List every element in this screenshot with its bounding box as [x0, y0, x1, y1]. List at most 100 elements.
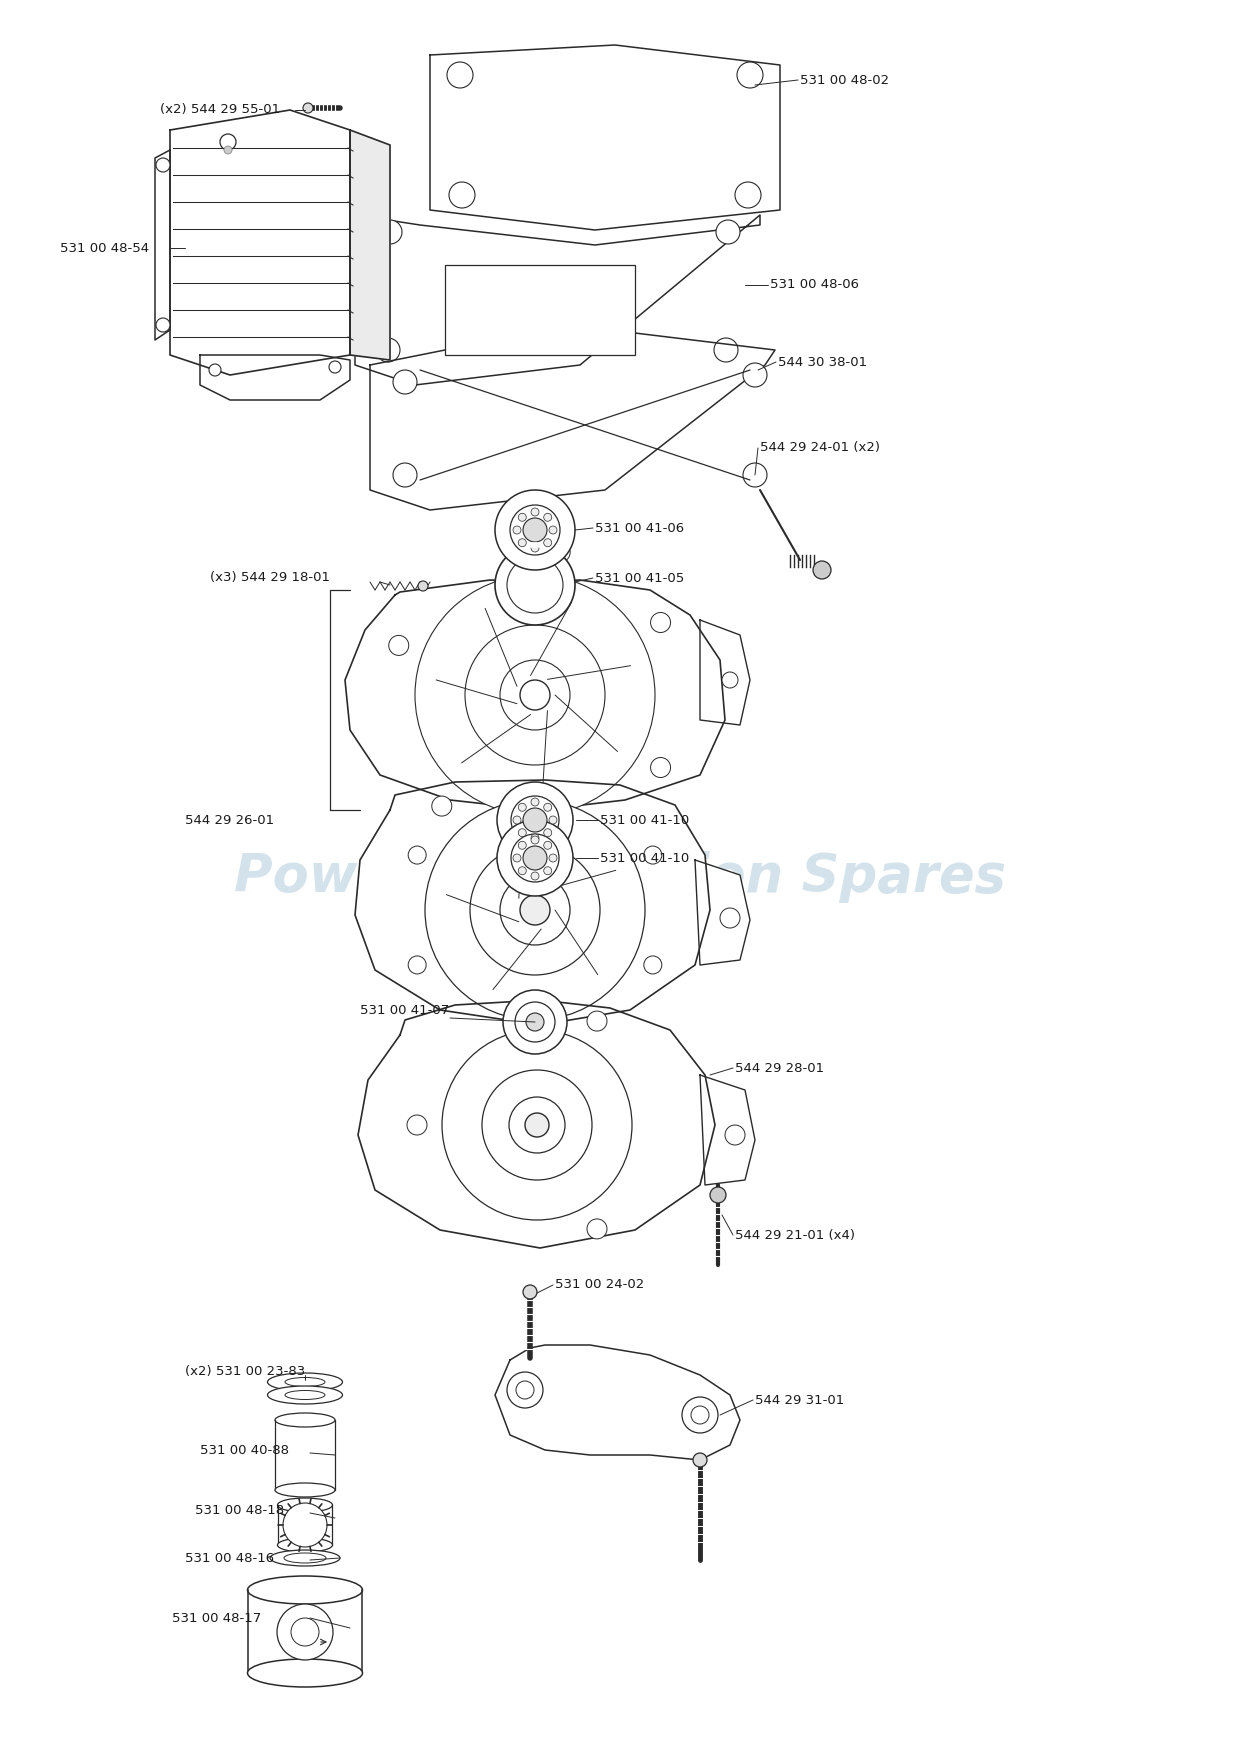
Text: Powered by Vision Spares: Powered by Vision Spares [234, 851, 1006, 903]
Circle shape [441, 1030, 632, 1221]
Circle shape [507, 1372, 543, 1408]
Circle shape [376, 339, 401, 361]
Polygon shape [155, 151, 170, 340]
Circle shape [518, 866, 526, 875]
Circle shape [549, 854, 557, 861]
Circle shape [393, 463, 417, 488]
Circle shape [495, 545, 575, 624]
Text: 531 00 48-18: 531 00 48-18 [195, 1503, 284, 1517]
Circle shape [513, 526, 521, 533]
Text: 531 00 48-02: 531 00 48-02 [800, 74, 889, 86]
Circle shape [508, 1096, 565, 1152]
Circle shape [303, 103, 312, 112]
Circle shape [523, 517, 547, 542]
Circle shape [415, 575, 655, 816]
Circle shape [520, 681, 551, 710]
Circle shape [497, 821, 573, 896]
Ellipse shape [268, 1386, 342, 1403]
Circle shape [711, 1187, 725, 1203]
Circle shape [549, 526, 557, 533]
Text: 531 00 24-02: 531 00 24-02 [556, 1279, 645, 1291]
Circle shape [543, 803, 552, 812]
Circle shape [518, 538, 526, 547]
Circle shape [525, 1114, 549, 1137]
Circle shape [449, 182, 475, 209]
Circle shape [543, 828, 552, 837]
Ellipse shape [285, 1391, 325, 1400]
Ellipse shape [278, 1538, 332, 1552]
Ellipse shape [278, 1498, 332, 1512]
Text: 531 00 41-05: 531 00 41-05 [595, 572, 684, 584]
Polygon shape [701, 619, 750, 724]
Circle shape [219, 133, 236, 151]
Circle shape [210, 365, 221, 375]
Circle shape [644, 956, 662, 973]
Circle shape [543, 514, 552, 521]
Text: 544 29 21-01 (x4): 544 29 21-01 (x4) [735, 1228, 856, 1242]
Circle shape [511, 833, 559, 882]
Text: (x3) 544 29 18-01: (x3) 544 29 18-01 [210, 572, 330, 584]
Circle shape [531, 544, 539, 553]
Text: 531 00 48-16: 531 00 48-16 [185, 1552, 274, 1565]
Circle shape [518, 828, 526, 837]
Circle shape [500, 660, 570, 730]
Circle shape [743, 363, 768, 388]
Circle shape [737, 61, 763, 88]
Polygon shape [495, 1345, 740, 1459]
Circle shape [511, 796, 559, 844]
Polygon shape [694, 859, 750, 965]
Text: 531 00 41-06: 531 00 41-06 [595, 521, 684, 535]
Circle shape [470, 845, 600, 975]
Text: 531 00 40-88: 531 00 40-88 [200, 1444, 289, 1456]
Ellipse shape [284, 1552, 326, 1563]
Circle shape [651, 758, 671, 777]
Circle shape [497, 782, 573, 858]
Circle shape [408, 956, 427, 973]
Circle shape [531, 872, 539, 881]
Ellipse shape [268, 1373, 342, 1391]
Ellipse shape [285, 1377, 325, 1386]
Polygon shape [355, 216, 760, 384]
Circle shape [714, 339, 738, 361]
Text: 531 00 48-54: 531 00 48-54 [60, 242, 149, 254]
Circle shape [720, 909, 740, 928]
Circle shape [418, 581, 428, 591]
Circle shape [510, 505, 560, 554]
Circle shape [526, 1014, 544, 1031]
Circle shape [735, 182, 761, 209]
Ellipse shape [270, 1551, 340, 1566]
Text: 544 29 24-01 (x2): 544 29 24-01 (x2) [760, 442, 880, 454]
Circle shape [531, 798, 539, 807]
Circle shape [531, 837, 539, 844]
Circle shape [291, 1617, 319, 1645]
Circle shape [277, 1603, 334, 1659]
Circle shape [518, 514, 526, 521]
Circle shape [329, 361, 341, 374]
Polygon shape [350, 130, 391, 360]
Text: 531 00 41-10: 531 00 41-10 [600, 851, 689, 865]
Circle shape [465, 624, 605, 765]
Circle shape [224, 146, 232, 154]
Polygon shape [430, 46, 780, 230]
Text: 531 00 48-06: 531 00 48-06 [770, 279, 859, 291]
Circle shape [425, 800, 645, 1021]
Polygon shape [200, 354, 350, 400]
Polygon shape [701, 1075, 755, 1186]
Circle shape [722, 672, 738, 688]
Circle shape [523, 809, 547, 831]
Circle shape [156, 158, 170, 172]
Circle shape [495, 489, 575, 570]
Ellipse shape [248, 1577, 362, 1603]
Ellipse shape [275, 1482, 335, 1496]
Circle shape [543, 842, 552, 849]
Circle shape [408, 845, 427, 865]
Circle shape [813, 561, 831, 579]
Text: 544 30 38-01: 544 30 38-01 [777, 356, 867, 368]
Text: 544 29 28-01: 544 29 28-01 [735, 1061, 825, 1075]
Circle shape [587, 1219, 608, 1238]
Circle shape [543, 866, 552, 875]
Circle shape [500, 875, 570, 945]
Circle shape [513, 816, 521, 824]
Circle shape [446, 61, 472, 88]
Circle shape [743, 463, 768, 488]
